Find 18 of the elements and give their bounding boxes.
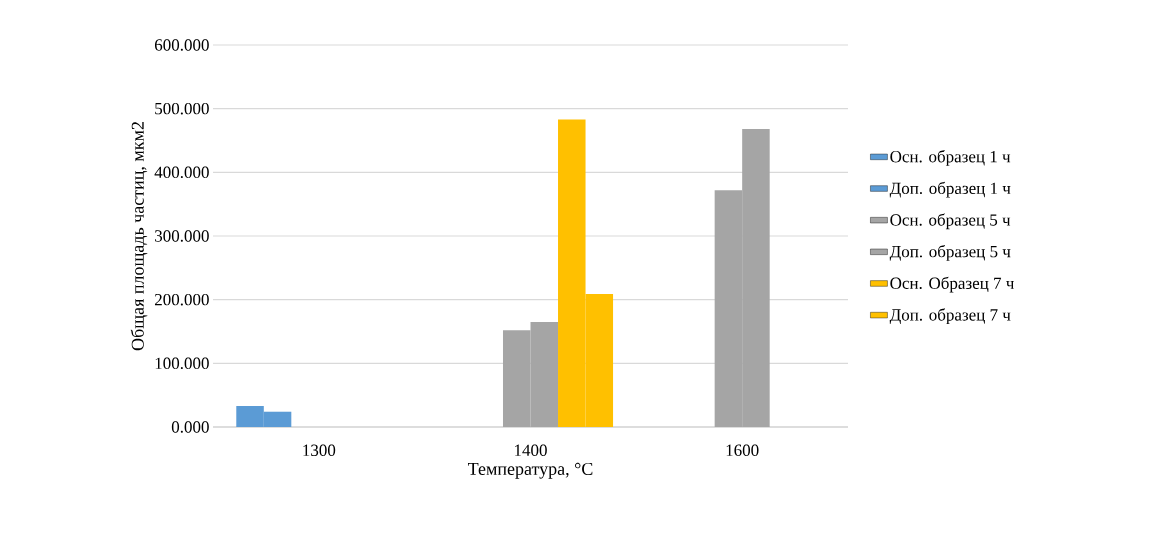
y-tick-label: 500.000 <box>155 102 209 115</box>
y-tick-label: 100.000 <box>155 357 209 370</box>
legend-label: Доп. образец 5 ч <box>889 244 1011 261</box>
x-tick-label: 1300 <box>303 444 336 456</box>
y-axis-title: Общая площадь частиц, мкм2 <box>130 122 148 351</box>
y-tick-label: 600.000 <box>154 39 209 51</box>
legend-label: Осн. образец 5 ч <box>890 213 1011 230</box>
y-tick-label: 400.000 <box>154 166 209 179</box>
y-tick-label: 300.000 <box>155 230 209 242</box>
legend-label: Осн. Образец 7 ч <box>890 276 1014 293</box>
x-axis-title: Температура, °C <box>468 462 593 479</box>
legend-label: Доп. образец 7 ч <box>889 308 1011 325</box>
legend-label: Доп. образец 1 ч <box>889 181 1011 198</box>
y-tick-label: 200.000 <box>154 293 209 306</box>
y-tick-label: 0.000 <box>171 421 209 433</box>
x-tick-label: 1400 <box>515 444 547 456</box>
legend-label: Осн. образец 1 ч <box>890 150 1011 166</box>
x-tick-label: 1600 <box>726 444 759 456</box>
